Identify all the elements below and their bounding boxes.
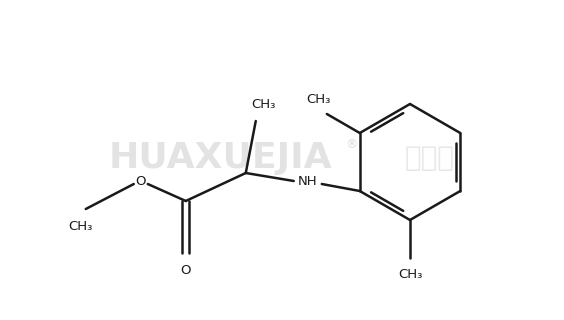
Text: CH₃: CH₃ bbox=[252, 98, 276, 111]
Text: HUAXUEJIA: HUAXUEJIA bbox=[108, 141, 332, 175]
Text: CH₃: CH₃ bbox=[398, 268, 422, 281]
Text: NH: NH bbox=[298, 174, 318, 188]
Text: ®: ® bbox=[346, 139, 358, 151]
Text: O: O bbox=[180, 264, 191, 277]
Text: O: O bbox=[135, 174, 146, 188]
Text: 化学加: 化学加 bbox=[405, 144, 455, 172]
Text: CH₃: CH₃ bbox=[307, 93, 331, 106]
Text: CH₃: CH₃ bbox=[69, 220, 93, 233]
